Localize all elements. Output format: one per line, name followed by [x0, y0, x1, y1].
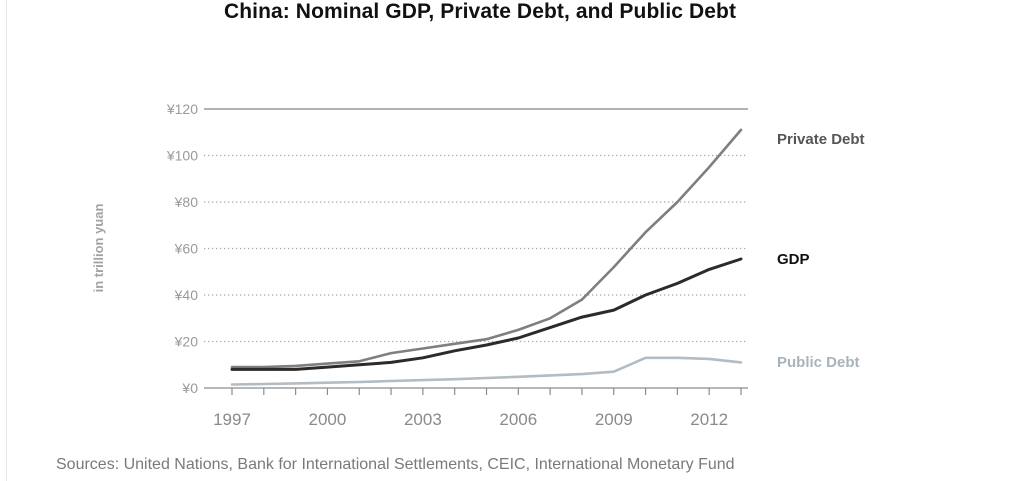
left-border-line — [6, 0, 7, 481]
y-tick-label: ¥40 — [174, 287, 199, 303]
chart-title: China: Nominal GDP, Private Debt, and Pu… — [223, 0, 737, 23]
series-label-public-debt: Public Debt — [777, 354, 860, 371]
series-line-public-debt — [230, 356, 743, 386]
x-tick-label: 1997 — [213, 410, 251, 429]
x-tick-label: 2000 — [309, 410, 347, 429]
y-tick-label: ¥0 — [181, 380, 198, 396]
x-tick-label: 2009 — [595, 410, 633, 429]
series-line-gdp — [230, 257, 743, 371]
y-tick-label: ¥120 — [166, 101, 198, 117]
x-tick-label: 2003 — [404, 410, 442, 429]
y-tick-label: ¥20 — [174, 334, 199, 350]
series-line-private-debt — [230, 128, 743, 369]
y-tick-label: ¥80 — [174, 194, 199, 210]
series-label-gdp: GDP — [777, 251, 810, 268]
x-tick-label: 2012 — [690, 410, 728, 429]
y-tick-label: ¥60 — [174, 241, 199, 257]
series-label-private-debt: Private Debt — [777, 131, 865, 148]
y-tick-label: ¥100 — [166, 148, 198, 164]
source-note: Sources: United Nations, Bank for Intern… — [56, 456, 735, 473]
x-tick-label: 2006 — [499, 410, 537, 429]
y-axis-label: in trillion yuan — [91, 204, 106, 293]
